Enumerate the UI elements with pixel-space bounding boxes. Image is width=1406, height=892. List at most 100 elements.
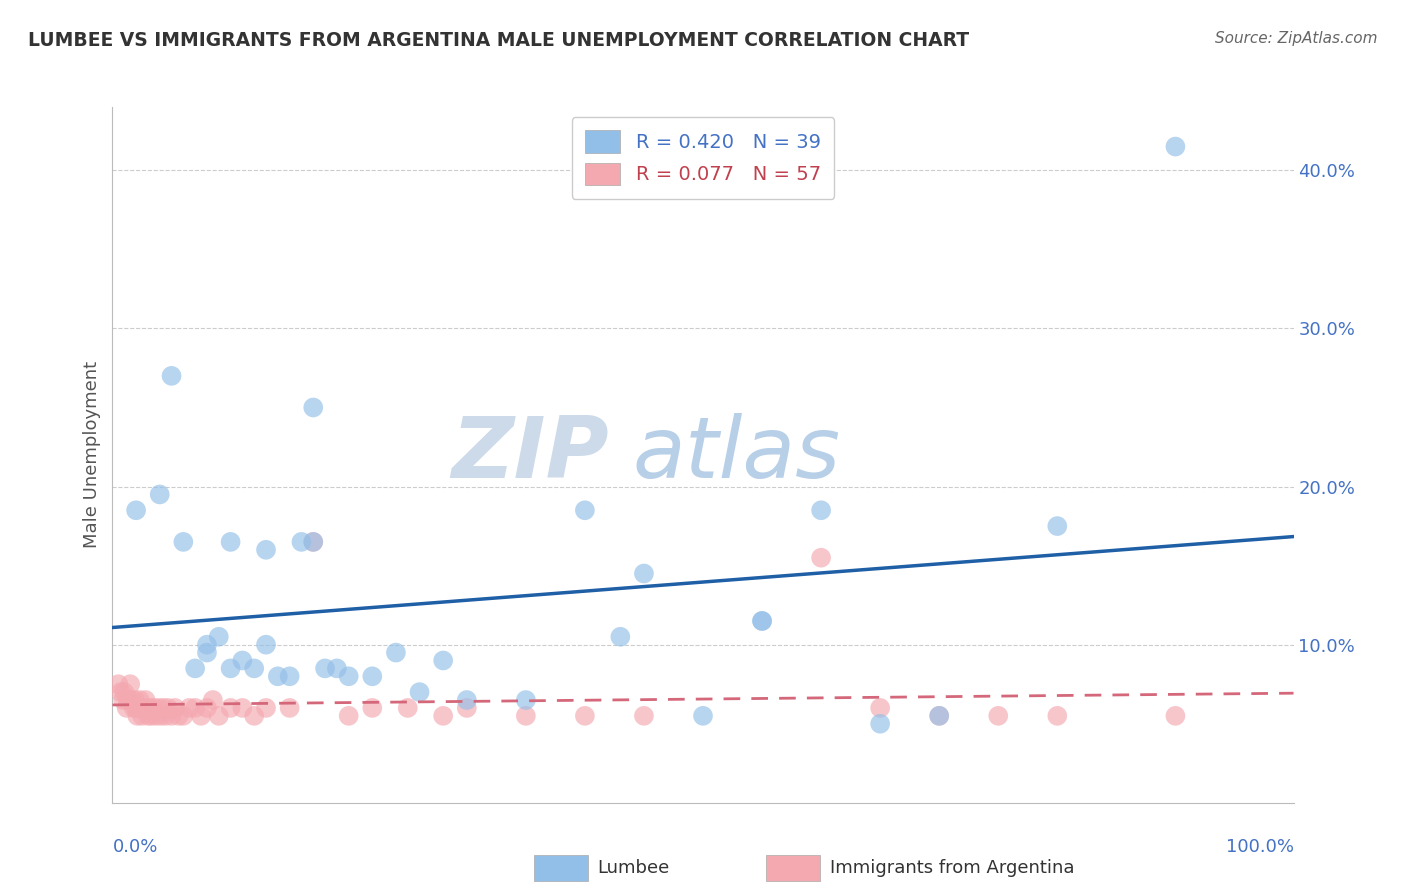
Point	[124, 693, 146, 707]
Point	[928, 708, 950, 723]
Point	[326, 661, 349, 675]
Point	[1164, 708, 1187, 723]
Point	[120, 693, 142, 707]
Point	[142, 701, 165, 715]
Point	[219, 661, 242, 675]
Point	[1046, 708, 1069, 723]
Point	[432, 653, 454, 667]
Point	[254, 638, 277, 652]
Text: atlas: atlas	[633, 413, 841, 497]
Point	[278, 701, 301, 715]
Point	[456, 693, 478, 707]
Text: 0.0%: 0.0%	[112, 838, 157, 855]
Point	[385, 646, 408, 660]
Point	[195, 701, 218, 715]
Point	[208, 630, 231, 644]
Point	[219, 534, 242, 549]
Point	[432, 708, 454, 723]
Point	[456, 701, 478, 715]
Text: LUMBEE VS IMMIGRANTS FROM ARGENTINA MALE UNEMPLOYMENT CORRELATION CHART: LUMBEE VS IMMIGRANTS FROM ARGENTINA MALE…	[28, 31, 969, 50]
Point	[195, 646, 218, 660]
Point	[184, 701, 207, 715]
Point	[633, 708, 655, 723]
Point	[810, 550, 832, 565]
Point	[609, 630, 631, 644]
Point	[751, 614, 773, 628]
Point	[112, 685, 135, 699]
Point	[149, 487, 172, 501]
Point	[201, 693, 224, 707]
Point	[165, 701, 187, 715]
Point	[987, 708, 1010, 723]
Point	[179, 701, 201, 715]
Point	[138, 701, 160, 715]
Point	[219, 701, 242, 715]
Point	[290, 534, 312, 549]
Text: ZIP: ZIP	[451, 413, 609, 497]
Point	[278, 669, 301, 683]
Text: Lumbee: Lumbee	[598, 859, 669, 877]
Point	[810, 503, 832, 517]
Point	[145, 708, 167, 723]
Point	[127, 708, 149, 723]
Point	[160, 708, 183, 723]
Point	[267, 669, 290, 683]
Point	[515, 708, 537, 723]
Point	[302, 534, 325, 549]
Point	[231, 701, 253, 715]
Point	[361, 701, 384, 715]
Point	[110, 685, 132, 699]
Point	[172, 708, 194, 723]
Point	[751, 614, 773, 628]
Point	[243, 708, 266, 723]
Point	[515, 693, 537, 707]
Point	[167, 708, 190, 723]
Point	[107, 677, 129, 691]
Point	[117, 693, 139, 707]
Point	[361, 669, 384, 683]
Point	[131, 708, 153, 723]
Point	[149, 708, 172, 723]
Point	[125, 701, 148, 715]
Point	[127, 701, 149, 715]
Point	[152, 701, 174, 715]
Point	[132, 701, 155, 715]
Point	[869, 716, 891, 731]
Point	[1046, 519, 1069, 533]
Point	[120, 677, 142, 691]
Point	[337, 669, 360, 683]
Text: Immigrants from Argentina: Immigrants from Argentina	[830, 859, 1074, 877]
Legend: R = 0.420   N = 39, R = 0.077   N = 57: R = 0.420 N = 39, R = 0.077 N = 57	[572, 117, 834, 199]
Point	[160, 368, 183, 383]
Point	[408, 685, 430, 699]
Point	[112, 693, 135, 707]
Point	[141, 708, 163, 723]
Point	[574, 708, 596, 723]
Point	[254, 701, 277, 715]
Point	[128, 693, 150, 707]
Text: Source: ZipAtlas.com: Source: ZipAtlas.com	[1215, 31, 1378, 46]
Point	[115, 701, 138, 715]
Point	[136, 708, 159, 723]
Point	[1164, 139, 1187, 153]
Point	[190, 708, 212, 723]
Point	[692, 708, 714, 723]
Point	[302, 401, 325, 415]
Point	[135, 693, 157, 707]
Point	[184, 661, 207, 675]
Point	[243, 661, 266, 675]
Point	[337, 708, 360, 723]
Y-axis label: Male Unemployment: Male Unemployment	[83, 361, 101, 549]
Point	[928, 708, 950, 723]
Point	[172, 534, 194, 549]
Point	[869, 701, 891, 715]
Point	[122, 701, 145, 715]
Point	[396, 701, 419, 715]
Point	[156, 701, 179, 715]
Point	[148, 701, 170, 715]
Point	[302, 534, 325, 549]
Point	[208, 708, 231, 723]
Point	[195, 638, 218, 652]
Point	[254, 542, 277, 557]
Point	[574, 503, 596, 517]
